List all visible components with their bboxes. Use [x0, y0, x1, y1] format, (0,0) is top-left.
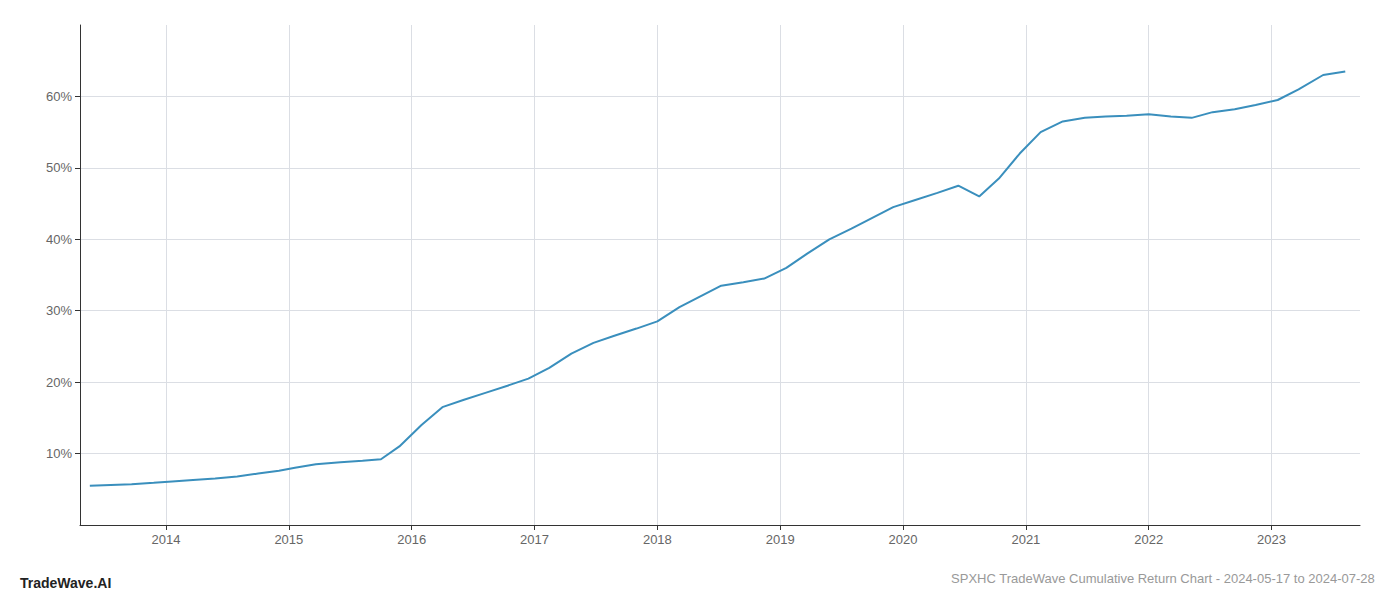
svg-text:2021: 2021 [1011, 532, 1040, 547]
svg-text:2015: 2015 [274, 532, 303, 547]
svg-text:2019: 2019 [766, 532, 795, 547]
svg-text:2014: 2014 [152, 532, 181, 547]
svg-text:2018: 2018 [643, 532, 672, 547]
svg-text:40%: 40% [46, 232, 72, 247]
svg-text:60%: 60% [46, 89, 72, 104]
svg-text:2023: 2023 [1257, 532, 1286, 547]
svg-text:50%: 50% [46, 160, 72, 175]
svg-text:2020: 2020 [889, 532, 918, 547]
svg-text:TradeWave.AI: TradeWave.AI [20, 575, 111, 591]
svg-text:2022: 2022 [1134, 532, 1163, 547]
svg-text:SPXHC TradeWave Cumulative Ret: SPXHC TradeWave Cumulative Return Chart … [951, 571, 1375, 586]
svg-text:20%: 20% [46, 375, 72, 390]
svg-text:10%: 10% [46, 446, 72, 461]
svg-text:30%: 30% [46, 303, 72, 318]
svg-text:2016: 2016 [397, 532, 426, 547]
svg-text:2017: 2017 [520, 532, 549, 547]
